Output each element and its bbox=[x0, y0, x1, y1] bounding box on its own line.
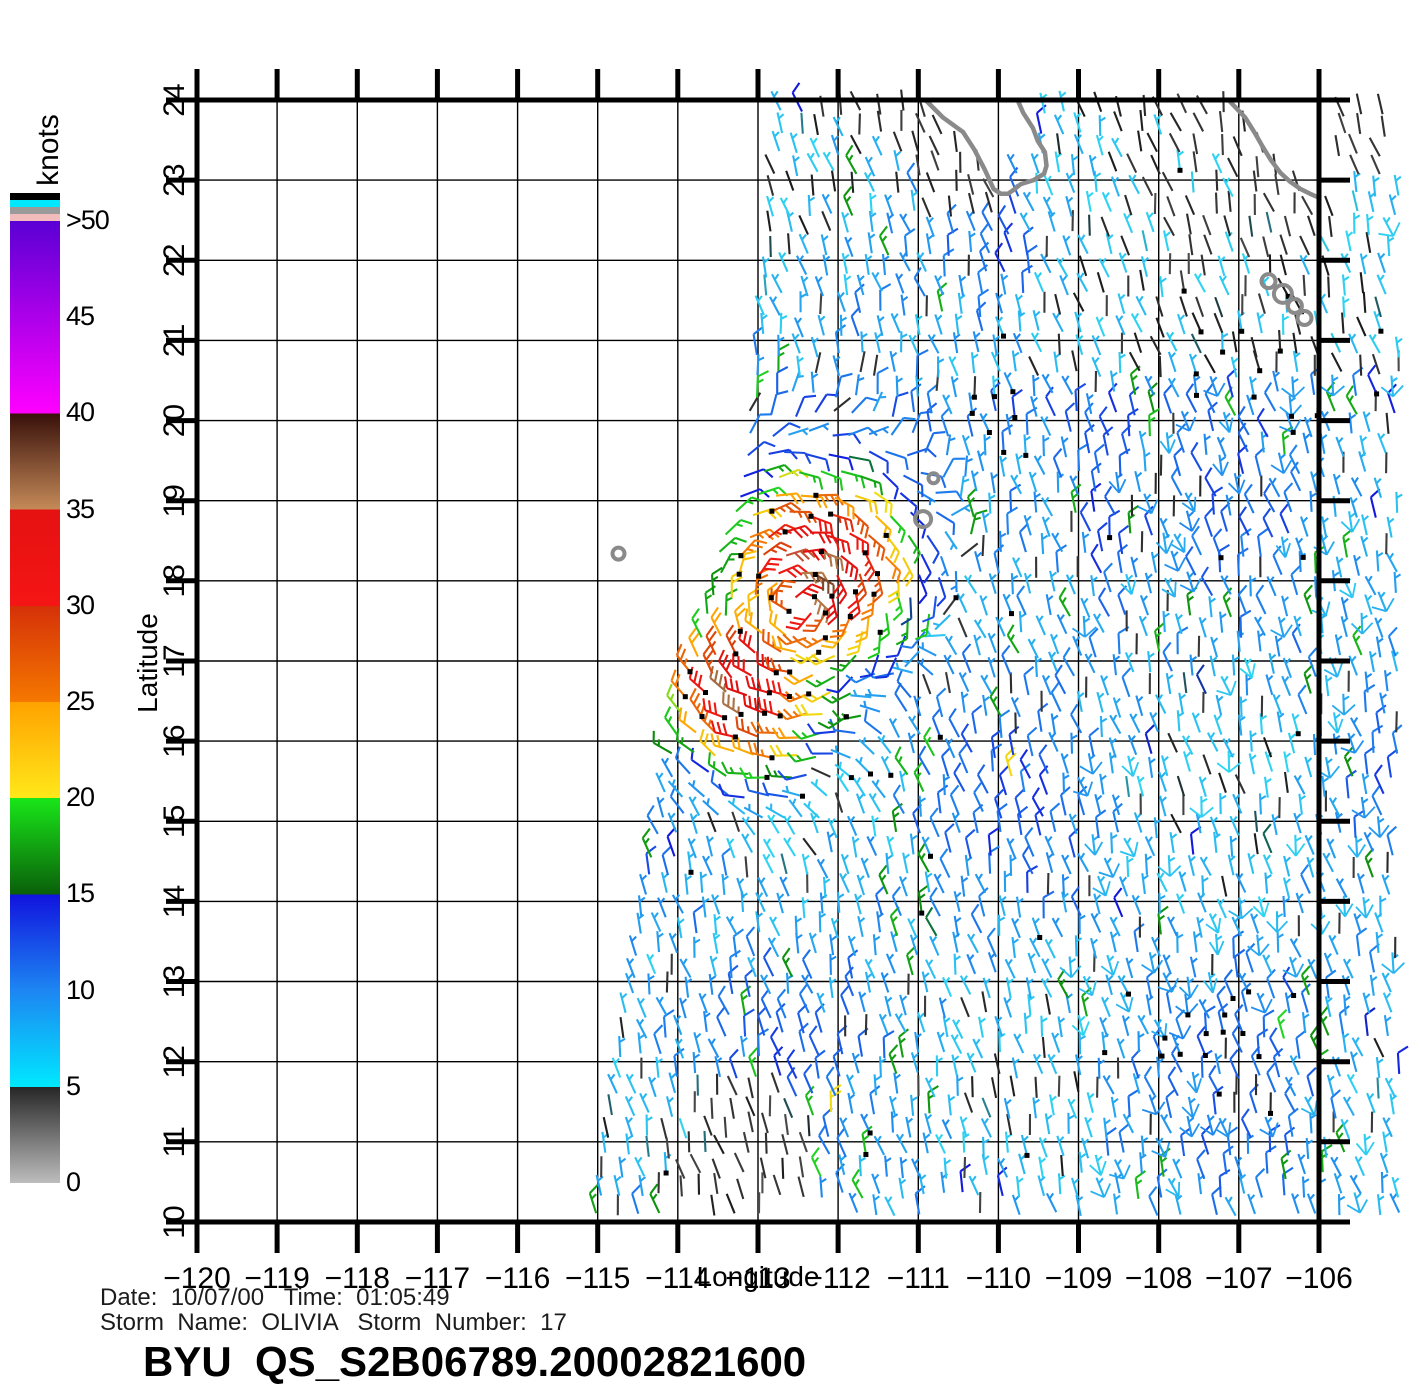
colorbar-tick-label: 0 bbox=[66, 1166, 81, 1197]
coastlines bbox=[610, 97, 1320, 562]
colorbar-stripe bbox=[10, 207, 60, 214]
colorbar-tick-label: >50 bbox=[66, 204, 110, 235]
svg-text:−118: −118 bbox=[325, 1262, 390, 1295]
svg-text:20: 20 bbox=[158, 404, 191, 437]
figure-title: BYU QS_S2B06789.20002821600 bbox=[143, 1338, 807, 1385]
y-axis-title: Latitude bbox=[132, 613, 163, 713]
svg-text:−117: −117 bbox=[405, 1262, 470, 1295]
axes-frame bbox=[166, 69, 1350, 1253]
colorbar-gradient bbox=[10, 221, 60, 1183]
svg-text:17: 17 bbox=[158, 644, 191, 677]
colorbar-tick-label: 45 bbox=[66, 301, 95, 332]
svg-text:24: 24 bbox=[158, 83, 191, 116]
colorbar-tick-label: 40 bbox=[66, 397, 95, 428]
svg-text:21: 21 bbox=[158, 324, 191, 357]
svg-text:11: 11 bbox=[158, 1126, 191, 1157]
colorbar-tick-label: 25 bbox=[66, 685, 95, 716]
svg-text:13: 13 bbox=[158, 965, 191, 998]
x-axis-title: Longitude bbox=[696, 1261, 820, 1292]
svg-text:18: 18 bbox=[158, 564, 191, 597]
svg-text:−112: −112 bbox=[805, 1262, 870, 1295]
svg-text:−109: −109 bbox=[1045, 1262, 1113, 1295]
svg-text:−116: −116 bbox=[485, 1262, 550, 1295]
svg-text:−108: −108 bbox=[1125, 1262, 1193, 1295]
colorbar-tick-label: 5 bbox=[66, 1070, 81, 1101]
svg-text:19: 19 bbox=[158, 484, 191, 517]
rain-flag-dots bbox=[663, 167, 1384, 1176]
storm-info-line: Storm Name: OLIVIA Storm Number: 17 bbox=[100, 1309, 567, 1336]
colorbar-tick-label: 15 bbox=[66, 878, 95, 909]
colorbar-tick-label: 35 bbox=[66, 493, 95, 524]
colorbar-stripe bbox=[10, 200, 60, 207]
svg-text:−107: −107 bbox=[1205, 1262, 1273, 1295]
colorbar-tick-label: 10 bbox=[66, 974, 95, 1005]
svg-text:23: 23 bbox=[158, 163, 191, 196]
date-time-line: Date: 10/07/00 Time: 01:05:49 bbox=[100, 1284, 450, 1311]
svg-text:−113: −113 bbox=[725, 1262, 790, 1295]
svg-text:−110: −110 bbox=[966, 1262, 1031, 1295]
svg-text:15: 15 bbox=[158, 805, 191, 838]
svg-text:−111: −111 bbox=[887, 1262, 950, 1295]
svg-text:−119: −119 bbox=[244, 1262, 309, 1295]
y-tick-labels: 10 11 12 13 14 15 16 17 18 19 20 21 22 23 24 bbox=[158, 83, 191, 1238]
colorbar-tick-label: 20 bbox=[66, 782, 95, 813]
svg-text:−114: −114 bbox=[645, 1262, 710, 1295]
x-tick-labels: −120 −119 −118 −117 −116 −115 −114 −113 −112 −111… bbox=[163, 1262, 1353, 1295]
colorbar-tick-label: 30 bbox=[66, 589, 95, 620]
svg-text:−106: −106 bbox=[1285, 1262, 1353, 1295]
svg-text:−120: −120 bbox=[163, 1262, 231, 1295]
svg-text:22: 22 bbox=[158, 244, 191, 277]
colorbar-stripe bbox=[10, 214, 60, 221]
colorbar-stripe bbox=[10, 193, 60, 200]
colorbar-unit-label: knots bbox=[32, 114, 65, 186]
svg-text:10: 10 bbox=[158, 1205, 191, 1238]
svg-text:14: 14 bbox=[158, 885, 191, 918]
svg-text:12: 12 bbox=[158, 1045, 191, 1078]
svg-text:16: 16 bbox=[158, 724, 191, 757]
colorbar-top-stripes bbox=[10, 193, 60, 221]
svg-text:−115: −115 bbox=[565, 1262, 630, 1295]
